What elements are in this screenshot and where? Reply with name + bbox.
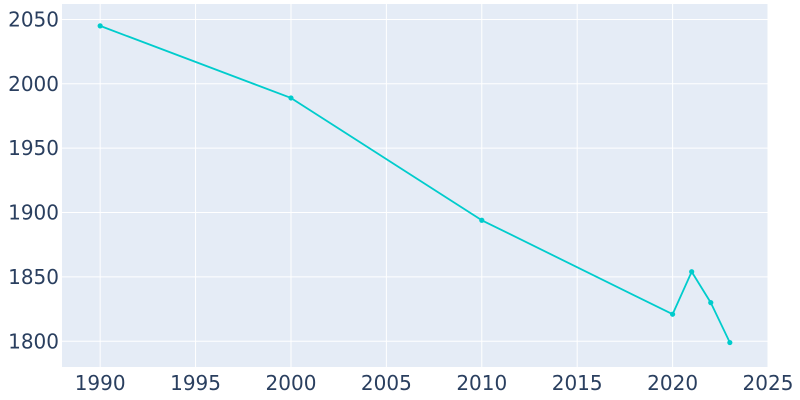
y-tick-label-2000: 2000	[8, 72, 59, 96]
x-tick-label-2025: 2025	[743, 371, 794, 395]
data-point-1990	[97, 23, 103, 29]
grid-layer	[62, 4, 769, 367]
x-tick-label-2020: 2020	[647, 371, 698, 395]
x-tick-label-1990: 1990	[75, 371, 126, 395]
x-tick-label-2015: 2015	[552, 371, 603, 395]
x-tick-label-1995: 1995	[170, 371, 221, 395]
x-tick-label-2005: 2005	[361, 371, 412, 395]
y-tick-label-2050: 2050	[8, 7, 59, 31]
data-point-2010	[479, 217, 485, 223]
data-point-2023	[727, 339, 733, 346]
plot-background	[62, 4, 768, 367]
y-tick-label-1800: 1800	[8, 329, 59, 353]
y-tick-label-1850: 1850	[8, 265, 59, 289]
data-point-2022	[708, 300, 714, 306]
y-tick-label-1950: 1950	[8, 136, 59, 160]
points-layer	[97, 23, 733, 346]
data-point-2000	[288, 95, 294, 101]
data-point-2020	[669, 311, 676, 317]
y-tick-label-1900: 1900	[8, 201, 59, 225]
data-point-2021	[689, 269, 695, 275]
x-tick-label-2000: 2000	[266, 371, 317, 395]
axis-labels: 1990 1995 2000 2005 2010 2015 2020 2025 1800 1850…	[8, 7, 793, 395]
x-tick-label-2010: 2010	[456, 371, 507, 395]
